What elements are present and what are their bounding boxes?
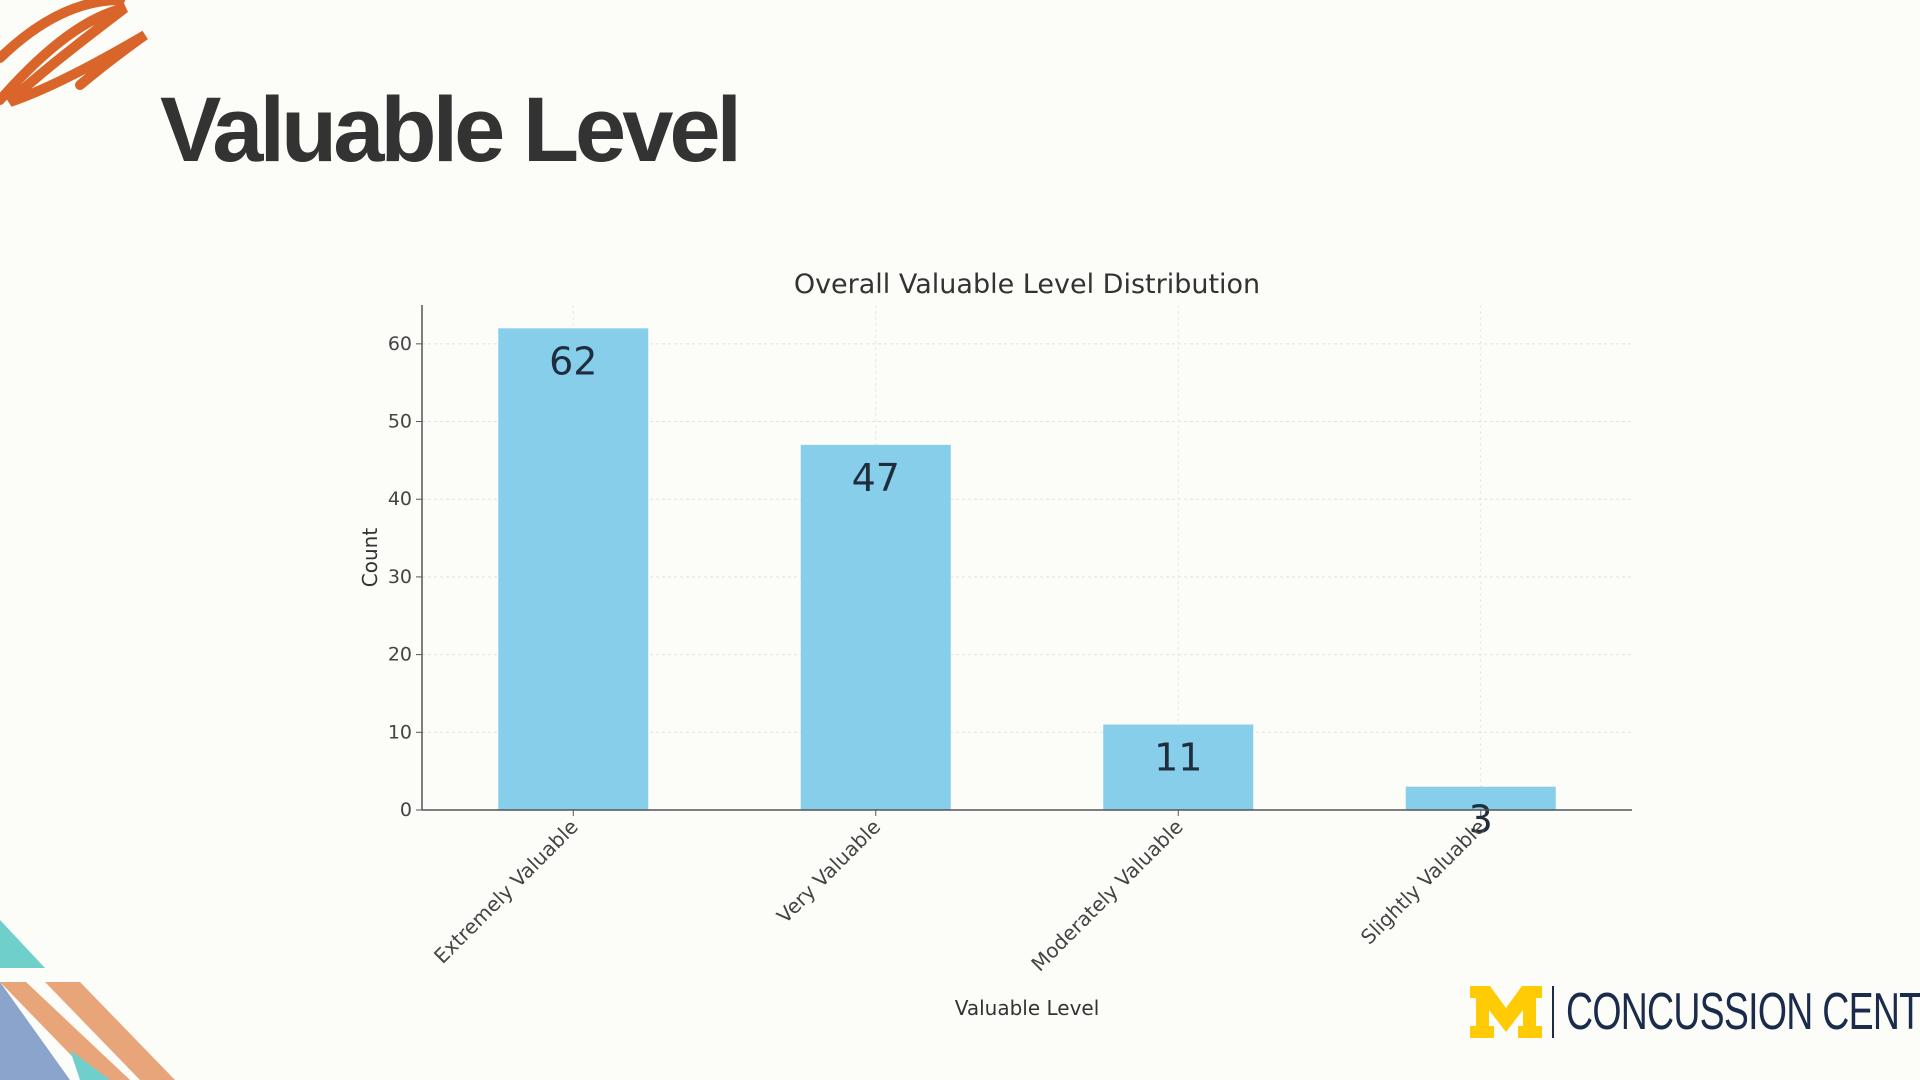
data-label: 11 <box>1154 736 1202 780</box>
x-tick-label: Slightly Valuable <box>1356 815 1490 949</box>
x-tick-label: Moderately Valuable <box>1026 815 1187 976</box>
bar <box>800 444 951 810</box>
logo-divider <box>1552 986 1554 1038</box>
y-tick-label: 20 <box>388 644 412 666</box>
bar <box>498 328 649 810</box>
y-tick-label: 50 <box>388 411 412 433</box>
y-tick-label: 10 <box>388 721 412 743</box>
x-tick-label: Extremely Valuable <box>429 815 583 969</box>
concussion-center-logo: CONCUSSION CENTER <box>1470 982 1920 1042</box>
bar <box>1405 786 1556 810</box>
y-axis-label: Count <box>358 528 382 588</box>
data-label: 47 <box>852 456 900 500</box>
x-axis-label: Valuable Level <box>955 996 1100 1020</box>
y-tick-label: 30 <box>388 566 412 588</box>
x-tick-label: Very Valuable <box>772 815 885 928</box>
y-tick-label: 0 <box>400 799 412 821</box>
logo-text: CONCUSSION CENTER <box>1566 983 1920 1041</box>
stripes-decoration <box>0 920 175 1080</box>
bar <box>1103 724 1254 810</box>
block-m-logo-icon <box>1470 986 1542 1038</box>
data-label: 3 <box>1469 798 1493 842</box>
y-tick-label: 40 <box>388 488 412 510</box>
chart-title: Overall Valuable Level Distribution <box>794 269 1260 300</box>
orange-scribble-decoration <box>0 0 148 107</box>
slide-title: Valuable Level <box>160 79 742 181</box>
y-tick-label: 60 <box>388 333 412 355</box>
data-label: 62 <box>549 339 597 383</box>
